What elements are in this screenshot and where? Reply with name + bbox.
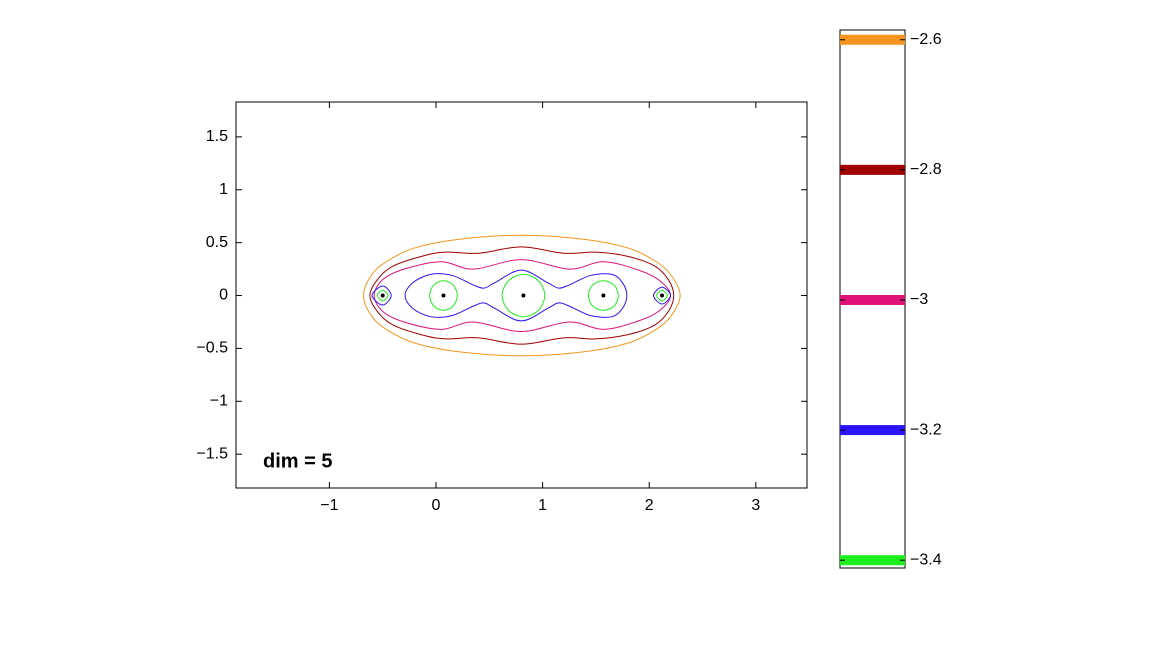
colorbar-band xyxy=(840,294,905,305)
plot-frame xyxy=(235,101,808,489)
colorbar-band xyxy=(840,425,905,436)
point xyxy=(380,293,385,298)
x-tick-label: 2 xyxy=(645,497,654,514)
x-tick-label: 3 xyxy=(751,497,760,514)
point xyxy=(601,293,606,298)
colorbar-tick-label: −3.2 xyxy=(910,421,942,438)
y-tick-label: 0.5 xyxy=(206,234,228,251)
contour-line xyxy=(363,234,681,357)
x-tick-label: −1 xyxy=(320,497,338,514)
contour-line xyxy=(587,280,619,311)
point xyxy=(660,293,665,298)
y-tick-label: 0 xyxy=(219,287,228,304)
y-tick-label: −1.5 xyxy=(196,445,228,462)
colorbar-tick-label: −2.6 xyxy=(910,31,942,48)
point xyxy=(441,293,446,298)
colorbar-tick-label: −3.4 xyxy=(910,551,942,568)
colorbar-tick-label: −2.8 xyxy=(910,161,942,178)
colorbar-band xyxy=(840,555,905,566)
colorbar-band xyxy=(840,164,905,175)
y-tick-label: −0.5 xyxy=(196,340,228,357)
contour-line xyxy=(429,280,458,311)
contour-line xyxy=(404,269,628,322)
point xyxy=(521,293,526,298)
y-tick-label: −1 xyxy=(210,393,228,410)
y-tick-label: 1.5 xyxy=(206,128,228,145)
contour-line xyxy=(376,289,389,302)
contour-line xyxy=(656,289,668,302)
contour-line xyxy=(369,246,675,345)
contour-line xyxy=(371,285,392,306)
x-tick-label: 0 xyxy=(432,497,441,514)
x-tick-label: 1 xyxy=(538,497,547,514)
contour-line xyxy=(501,273,546,318)
annotation: dim = 5 xyxy=(263,450,332,472)
colorbar-tick-label: −3 xyxy=(910,291,928,308)
colorbar-band xyxy=(840,34,905,45)
y-tick-label: 1 xyxy=(219,181,228,198)
contour-line xyxy=(652,286,672,305)
